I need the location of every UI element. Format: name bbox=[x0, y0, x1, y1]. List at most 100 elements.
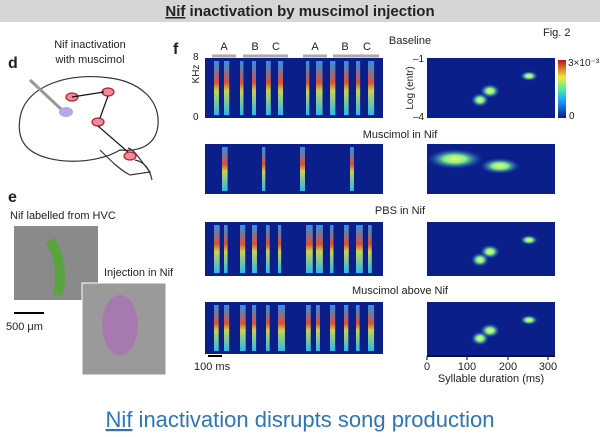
fig-label: Fig. 2 bbox=[543, 27, 571, 39]
syllable-streak bbox=[278, 225, 282, 273]
syllable-streak bbox=[240, 305, 246, 351]
syllable-streak bbox=[344, 225, 349, 273]
colorbar-tick: 0 bbox=[569, 111, 575, 122]
syllable-streak bbox=[344, 305, 349, 351]
syllable-streak bbox=[356, 225, 363, 273]
syllable-streak bbox=[306, 61, 310, 115]
syllable-streak bbox=[222, 147, 228, 191]
syllable-streak bbox=[252, 305, 257, 351]
syllable-streak bbox=[306, 225, 313, 273]
bird-brain-diagram bbox=[18, 76, 159, 181]
syllable-streak bbox=[344, 61, 349, 115]
axis-label: KHz bbox=[191, 65, 202, 84]
syllable-streak bbox=[356, 61, 361, 115]
syllable-streak bbox=[214, 61, 219, 115]
syllable-streak bbox=[262, 147, 266, 191]
syllable-streak bbox=[278, 61, 284, 115]
spectrogram-bg bbox=[205, 222, 383, 276]
syllable-streak bbox=[266, 61, 271, 115]
footer-rest: inactivation disrupts song production bbox=[132, 407, 494, 432]
panel-letter: f bbox=[173, 41, 179, 58]
syllable-label: B bbox=[341, 41, 348, 53]
condition-label: Muscimol above Nif bbox=[352, 285, 449, 297]
syllable-label: C bbox=[363, 41, 371, 53]
x-tick-label: 200 bbox=[499, 361, 517, 373]
spectrogram-bg bbox=[205, 302, 383, 354]
cluster bbox=[471, 93, 489, 107]
slide-footer: Nif inactivation disrupts song productio… bbox=[106, 407, 495, 432]
syllable-label: C bbox=[272, 41, 280, 53]
title-bar bbox=[0, 0, 600, 22]
slide-title: Nif inactivation by muscimol injection bbox=[165, 3, 434, 20]
scatter-plot bbox=[427, 144, 555, 194]
syllable-streak bbox=[214, 225, 220, 273]
axis-label: Syllable duration (ms) bbox=[438, 373, 544, 385]
panel-caption: Nif labelled from HVC bbox=[10, 210, 116, 222]
syllable-label: A bbox=[220, 41, 228, 53]
syllable-streak bbox=[330, 225, 334, 273]
syllable-label: B bbox=[251, 41, 258, 53]
panel-caption: Injection in Nif bbox=[104, 267, 174, 279]
cluster bbox=[471, 252, 489, 267]
cluster bbox=[471, 331, 489, 346]
cluster bbox=[427, 149, 483, 169]
syllable-streak bbox=[214, 305, 219, 351]
axis-tick: –1 bbox=[413, 54, 425, 65]
cluster bbox=[480, 158, 520, 174]
syllable-streak bbox=[356, 305, 360, 351]
condition-label: PBS in Nif bbox=[375, 205, 426, 217]
axis-tick: 0 bbox=[193, 112, 199, 123]
syllable-label: A bbox=[311, 41, 319, 53]
scatter-plot bbox=[427, 222, 555, 276]
syllable-streak bbox=[330, 305, 336, 351]
labelled-region bbox=[45, 237, 65, 296]
footer-underlined: Nif bbox=[106, 407, 134, 432]
syllable-streak bbox=[224, 61, 230, 115]
syllable-streak bbox=[240, 225, 246, 273]
scale-label: 500 μm bbox=[6, 321, 43, 333]
syllable-streak bbox=[306, 305, 311, 351]
syllable-streak bbox=[252, 225, 257, 273]
syllable-streak bbox=[316, 305, 320, 351]
x-tick-label: 0 bbox=[424, 361, 430, 373]
scatter-plot bbox=[427, 302, 555, 357]
syllable-streak bbox=[224, 305, 230, 351]
syllable-streak bbox=[330, 61, 336, 115]
title-rest: inactivation by muscimol injection bbox=[185, 3, 434, 20]
syllable-streak bbox=[368, 61, 375, 115]
syllable-streak bbox=[300, 147, 305, 191]
syllable-streak bbox=[350, 147, 354, 191]
axis-tick: –4 bbox=[413, 112, 425, 123]
colorbar bbox=[558, 60, 566, 118]
panel-letter: e bbox=[8, 189, 17, 206]
syllable-streak bbox=[278, 305, 285, 351]
panel-caption: with muscimol bbox=[54, 54, 124, 66]
spectrogram bbox=[205, 302, 383, 354]
x-tick-label: 100 bbox=[458, 361, 476, 373]
title-underlined: Nif bbox=[165, 3, 186, 20]
axis-label: Log (entr) bbox=[405, 66, 416, 109]
colorbar-tick: 3×10⁻³ bbox=[568, 58, 600, 69]
syllable-streak bbox=[266, 305, 270, 351]
panel-letter: d bbox=[8, 55, 18, 72]
spectrogram-bg bbox=[205, 144, 383, 194]
condition-label: Muscimol in Nif bbox=[363, 129, 439, 141]
axis-tick: 8 bbox=[193, 52, 199, 63]
syllable-streak bbox=[368, 225, 372, 273]
syllable-streak bbox=[252, 61, 256, 115]
x-tick-label: 300 bbox=[539, 361, 557, 373]
syllable-streak bbox=[224, 225, 228, 273]
syllable-streak bbox=[240, 61, 244, 115]
syllable-streak bbox=[368, 305, 375, 351]
panel-caption: Nif inactivation bbox=[54, 39, 126, 51]
spectrogram bbox=[205, 144, 383, 194]
cluster bbox=[520, 235, 538, 245]
spectrogram-bg bbox=[205, 58, 383, 118]
spectrogram bbox=[205, 58, 383, 118]
cluster bbox=[520, 315, 538, 325]
cluster bbox=[520, 71, 538, 81]
syllable-streak bbox=[316, 61, 323, 115]
scatter-plot bbox=[427, 58, 555, 118]
